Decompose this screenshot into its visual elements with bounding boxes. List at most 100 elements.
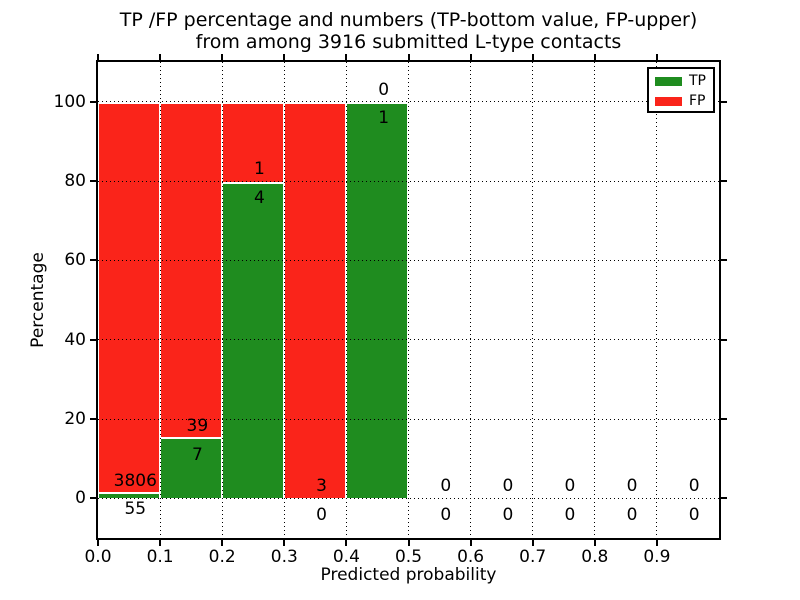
x-tick-label: 0.8: [581, 547, 609, 567]
fp-color-swatch: [655, 97, 682, 106]
y-tick-label: 100: [53, 91, 86, 112]
tp-count-label: 0: [626, 504, 638, 525]
x-tick-top: [469, 54, 472, 60]
x-tick-label: 0.7: [519, 547, 547, 567]
x-tick-bottom: [407, 540, 410, 546]
fp-count-label: 39: [186, 416, 209, 437]
legend-item-tp: TP: [655, 72, 713, 91]
tp-color-swatch: [655, 77, 682, 86]
x-tick-bottom: [97, 540, 99, 546]
x-tick-top: [97, 54, 99, 60]
fp-count-label: 3: [316, 476, 327, 497]
fp-count-label: 0: [626, 476, 638, 497]
x-tick-label: 0.6: [457, 547, 485, 567]
x-tick-top: [407, 54, 410, 60]
y-tick-left: [90, 418, 96, 420]
y-tick-right: [721, 100, 727, 103]
x-tick-top: [283, 54, 286, 60]
fp-legend-label: FP: [689, 93, 706, 109]
bar-tp-segment: [161, 438, 222, 499]
gridline-v-0.6: [470, 62, 472, 538]
bar-fp-segment: [285, 103, 346, 499]
y-tick-label: 40: [64, 329, 86, 350]
gridline-v-0.4: [345, 62, 347, 538]
gridline-v-0.3: [283, 62, 285, 538]
x-tick-bottom: [531, 540, 534, 546]
gridline-v-0.7: [532, 62, 534, 538]
stacked-bar-bin-0.3-0.4: [284, 101, 347, 499]
x-tick-top: [531, 54, 534, 60]
fp-count-label: 0: [564, 476, 576, 497]
x-tick-bottom: [655, 540, 658, 546]
gridline-v-0.9: [656, 62, 658, 538]
bar-fp-segment: [223, 103, 284, 183]
stacked-bar-bin-0.1-0.2: [160, 101, 223, 499]
x-tick-bottom: [593, 540, 596, 546]
tp-count-label: 7: [191, 444, 203, 465]
x-tick-bottom: [345, 540, 348, 546]
chart-title-line1: TP /FP percentage and numbers (TP-bottom…: [119, 9, 698, 31]
y-tick-right: [721, 497, 727, 500]
tp-legend-label: TP: [689, 73, 706, 89]
x-tick-bottom: [159, 540, 162, 546]
y-tick-label: 0: [75, 488, 86, 509]
bar-segment-divider: [99, 491, 160, 494]
chart-title-line2: from among 3916 submitted L-type contact…: [195, 31, 622, 53]
y-tick-left: [90, 180, 96, 182]
bar-fp-segment: [99, 103, 160, 493]
x-tick-bottom: [221, 540, 224, 546]
x-tick-bottom: [283, 540, 286, 546]
x-tick-top: [159, 54, 162, 60]
x-tick-label: 0.9: [643, 547, 671, 567]
y-tick-left: [90, 497, 96, 500]
tp-count-label: 0: [316, 504, 327, 525]
y-tick-left: [90, 100, 96, 103]
fp-count-label: 0: [378, 79, 390, 100]
y-tick-label: 60: [64, 250, 86, 271]
x-axis-label: Predicted probability: [320, 565, 497, 585]
y-tick-left: [90, 259, 96, 262]
x-tick-top: [655, 54, 658, 60]
gridline-v-0.1: [159, 62, 161, 538]
tp-count-label: 0: [502, 504, 514, 525]
stacked-bar-bin-0.2-0.3: [222, 101, 285, 499]
bar-fp-segment: [161, 103, 222, 439]
fp-count-label: 0: [440, 476, 452, 497]
y-tick-left: [90, 338, 96, 341]
bar-tp-segment: [99, 492, 160, 499]
tp-count-label: 0: [564, 504, 576, 525]
x-tick-bottom: [469, 540, 472, 546]
x-tick-label: 0.0: [84, 547, 112, 567]
x-tick-top: [221, 54, 224, 60]
chart-title: TP /FP percentage and numbers (TP-bottom…: [96, 9, 721, 53]
y-tick-right: [721, 418, 727, 420]
x-tick-label: 0.1: [146, 547, 174, 567]
fp-count-label: 0: [688, 476, 700, 497]
x-tick-top: [593, 54, 596, 60]
y-tick-label: 80: [64, 171, 86, 191]
stacked-bar-bin-0-0.1: [98, 101, 161, 499]
tp-count-label: 1: [378, 108, 390, 129]
bar-segment-divider: [161, 437, 222, 440]
stacked-bar-bin-0.4-0.5: [346, 101, 409, 499]
y-tick-right: [721, 259, 727, 262]
x-tick-top: [345, 54, 348, 60]
y-tick-right: [721, 180, 727, 182]
bar-segment-divider: [223, 181, 284, 184]
gridline-v-0.8: [594, 62, 596, 538]
fp-count-label: 1: [254, 159, 265, 180]
x-tick-label: 0.3: [270, 547, 298, 567]
legend-item-fp: FP: [655, 92, 713, 111]
bar-tp-segment: [347, 103, 408, 499]
x-tick-label: 0.5: [394, 547, 423, 567]
tp-count-label: 4: [254, 187, 265, 208]
gridline-v-0.5: [408, 62, 409, 538]
fp-count-label: 0: [502, 476, 514, 497]
tp-count-label: 55: [124, 499, 147, 520]
x-tick-label: 0.4: [332, 547, 360, 567]
fp-count-label: 3806: [113, 470, 157, 491]
plot-area: 3806 55 39 7 1 4 3 0 0 1 0 0 0 0 0 0 0 0 0 0: [96, 60, 721, 540]
y-tick-right: [721, 338, 727, 341]
tp-count-label: 0: [440, 504, 452, 525]
